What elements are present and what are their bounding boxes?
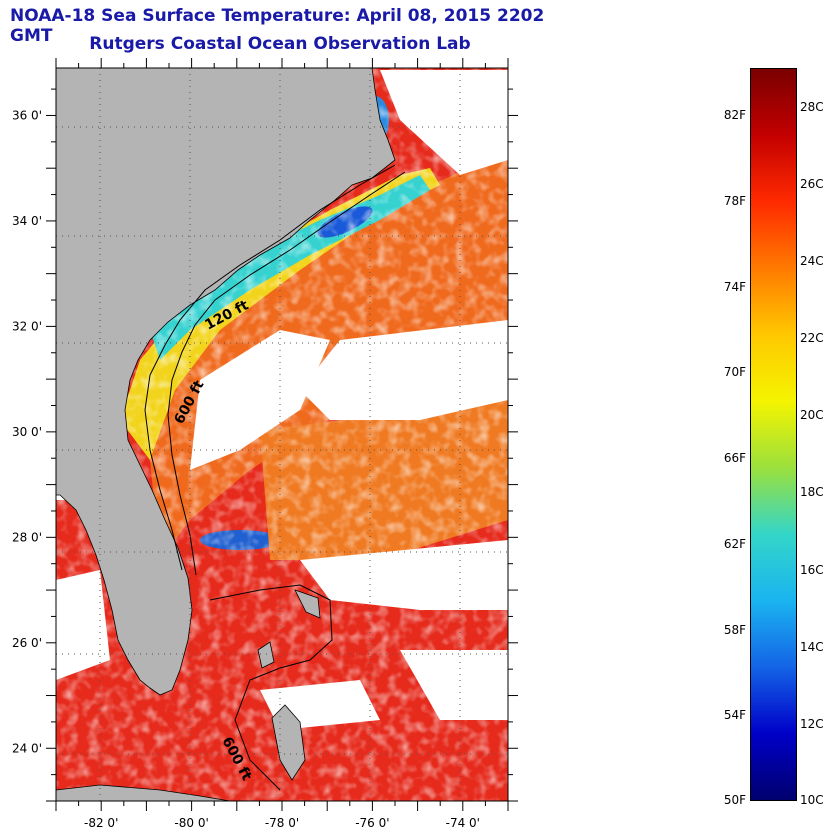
lat-tick-label: 26 0' [12,636,42,650]
isobath-120ft [144,164,396,571]
colorbar-f-label: 54F [723,708,746,723]
land-bahamas [271,704,306,781]
colorbar-f-label: 74F [723,279,746,294]
lat-tick-label: 36 0' [12,108,42,122]
map-subtitle: Rutgers Coastal Ocean Observation Lab [89,34,471,54]
lon-tick-label: -82 0' [84,816,118,830]
colorbar-c-label: 22C [800,331,824,346]
graticule [56,68,508,801]
lat-tick-label: 34 0' [12,214,42,228]
colorbar-c-label: 26C [800,176,824,191]
lat-tick-label: 30 0' [12,425,42,439]
colorbar-c-label: 10C [800,793,824,807]
sst-field [56,68,508,801]
colorbar-f-label: 78F [723,193,746,208]
lat-tick-label: 32 0' [12,319,42,333]
colorbar-f-label: 50F [723,793,746,807]
temperature-colorbar [750,68,797,801]
lon-tick-label: -78 0' [265,816,299,830]
isobath-600ft [167,171,406,576]
lon-tick-label: -74 0' [446,816,480,830]
land-bahamas [257,641,275,669]
land-bahamas [294,589,321,619]
lon-tick-label: -76 0' [355,816,389,830]
lon-tick-label: -80 0' [174,816,208,830]
colorbar-f-label: 66F [723,451,746,466]
lat-tick-label: 28 0' [12,530,42,544]
isobath-bahamas [209,584,333,791]
colorbar-c-label: 16C [800,562,824,577]
colorbar-f-label: 70F [723,365,746,380]
colorbar-f-label: 58F [723,622,746,637]
map-title: NOAA-18 Sea Surface Temperature: April 0… [10,6,545,46]
colorbar-c-label: 12C [800,716,824,731]
colorbar-c-label: 20C [800,408,824,423]
colorbar-c-label: 14C [800,639,824,654]
map-axes: 24 0' 26 0' 28 0' 30 0' 32 0' 34 0' 36 0' -82 0… [12,58,518,830]
lat-tick-label: 24 0' [12,741,42,755]
land-southeast-us [56,68,396,696]
colorbar-f-label: 82F [723,108,746,123]
colorbar-c-label: 24C [800,253,824,268]
colorbar-c-label: 28C [800,99,824,114]
colorbar-f-label: 62F [723,536,746,551]
colorbar-c-label: 18C [800,485,824,500]
